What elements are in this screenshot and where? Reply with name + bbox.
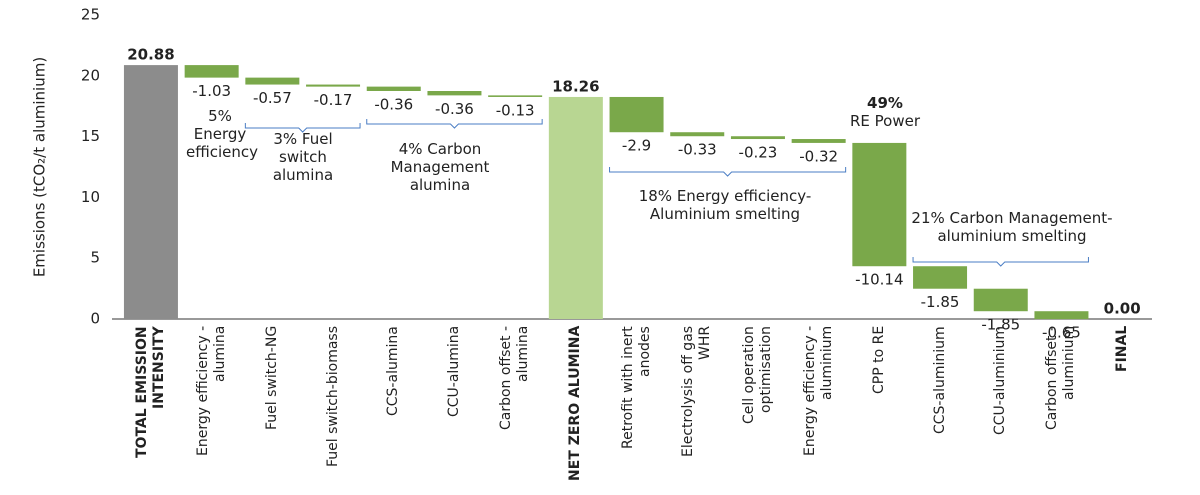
x-tick-label-box: Carbon offset - alumina bbox=[485, 326, 546, 486]
data-label: 0.00 bbox=[1104, 300, 1141, 318]
x-tick-label-box: Fuel switch-NG bbox=[242, 326, 303, 486]
x-tick-label-box: CCS-alumina bbox=[363, 326, 424, 486]
data-label: -0.36 bbox=[435, 100, 474, 118]
x-tick-label: Electrolysis off gas WHR bbox=[680, 326, 714, 458]
data-label: -2.9 bbox=[622, 137, 651, 155]
data-label: -0.33 bbox=[678, 141, 717, 159]
bar bbox=[123, 65, 178, 319]
y-tick-label: 10 bbox=[81, 188, 100, 206]
x-tick-label-box: FINAL bbox=[1092, 326, 1153, 486]
data-label: -1.85 bbox=[981, 316, 1020, 334]
x-tick-label-box: CCS-aluminium bbox=[910, 326, 971, 486]
annotation: 5% Energy efficiency bbox=[186, 107, 259, 161]
x-tick-label-box: CPP to RE bbox=[849, 326, 910, 486]
data-label: -0.13 bbox=[496, 101, 535, 119]
bar bbox=[670, 132, 725, 137]
bar bbox=[973, 288, 1028, 312]
x-tick-label-box: NET ZERO ALUMINA bbox=[546, 326, 607, 486]
bar bbox=[427, 91, 482, 96]
x-tick-label: NET ZERO ALUMINA bbox=[567, 326, 584, 482]
x-tick-label: Energy efficiency - aluminium bbox=[801, 326, 835, 457]
x-tick-label-box: Fuel switch-biomass bbox=[303, 326, 364, 486]
data-label: -1.85 bbox=[921, 293, 960, 311]
bar bbox=[730, 136, 785, 140]
x-tick-label: Retrofit with inert anodes bbox=[619, 326, 653, 449]
bar bbox=[913, 266, 968, 289]
data-label: -0.57 bbox=[253, 89, 292, 107]
bracket bbox=[244, 123, 361, 133]
x-tick-label: Carbon offset - alumina bbox=[498, 326, 532, 430]
y-tick-label: 25 bbox=[81, 6, 100, 24]
annotation: 21% Carbon Management-aluminium smelting bbox=[911, 209, 1113, 245]
data-label: 20.88 bbox=[127, 46, 174, 64]
x-tick-label: Fuel switch-NG bbox=[263, 326, 280, 431]
x-tick-label: TOTAL EMISSION INTENSITY bbox=[133, 326, 167, 458]
y-tick-label: 5 bbox=[90, 249, 100, 267]
data-label: -0.32 bbox=[799, 147, 838, 165]
bar bbox=[184, 65, 239, 78]
x-tick-label: Energy efficiency - alumina bbox=[194, 326, 228, 457]
x-tick-label-box: Retrofit with inert anodes bbox=[606, 326, 667, 486]
bar bbox=[1034, 311, 1089, 320]
bar bbox=[852, 142, 907, 267]
bar bbox=[609, 96, 664, 133]
x-tick-label-box: Energy efficiency - alumina bbox=[181, 326, 242, 486]
x-tick-label-box: TOTAL EMISSION INTENSITY bbox=[121, 326, 182, 486]
data-label: -0.17 bbox=[314, 91, 353, 109]
bar bbox=[366, 86, 421, 91]
y-tick-label: 15 bbox=[81, 127, 100, 145]
x-tick-label: Fuel switch-biomass bbox=[324, 326, 341, 468]
data-label: -10.14 bbox=[855, 271, 903, 289]
x-tick-label: CCS-alumina bbox=[385, 326, 402, 416]
data-label: -1.03 bbox=[192, 82, 231, 100]
x-tick-label-box: Carbon offset - aluminium bbox=[1031, 326, 1092, 486]
data-label: -0.23 bbox=[739, 144, 778, 162]
data-label: -0.36 bbox=[374, 96, 413, 114]
bar bbox=[548, 96, 603, 319]
x-tick-label-box: Electrolysis off gas WHR bbox=[667, 326, 728, 486]
bar bbox=[488, 95, 543, 97]
x-tick-label: Carbon offset - aluminium bbox=[1044, 326, 1078, 430]
bar bbox=[306, 84, 361, 87]
x-tick-label-box: CCU-aluminium bbox=[970, 326, 1031, 486]
y-tick-label: 0 bbox=[90, 310, 100, 328]
x-tick-label: FINAL bbox=[1113, 326, 1130, 373]
x-tick-label: CCS-aluminium bbox=[931, 326, 948, 434]
annotation: 18% Energy efficiency-Aluminium smelting bbox=[638, 187, 812, 223]
annotation: 4% Carbon Management alumina bbox=[390, 140, 490, 194]
bar bbox=[791, 139, 846, 143]
x-tick-label-box: CCU-alumina bbox=[424, 326, 485, 486]
y-axis-title: Emissions (tCO₂/t aluminium) bbox=[31, 57, 49, 277]
x-tick-label: CCU-aluminium bbox=[992, 326, 1009, 435]
annotation: RE Power bbox=[849, 112, 921, 130]
x-tick-label: CCU-alumina bbox=[445, 326, 462, 418]
bracket bbox=[609, 167, 847, 177]
x-tick-label-box: Cell operation optimisation bbox=[728, 326, 789, 486]
bar bbox=[245, 77, 300, 85]
data-label: -0.65 bbox=[1042, 324, 1081, 342]
y-tick-label: 20 bbox=[81, 66, 100, 84]
x-tick-label: CPP to RE bbox=[870, 326, 887, 395]
annotation: 49% bbox=[867, 94, 903, 112]
annotation: 3% Fuel switch alumina bbox=[272, 130, 334, 184]
x-tick-label-box: Energy efficiency - aluminium bbox=[788, 326, 849, 486]
data-label: 18.26 bbox=[552, 77, 599, 95]
bracket bbox=[912, 257, 1089, 267]
bracket bbox=[366, 119, 543, 129]
x-tick-label: Cell operation optimisation bbox=[740, 326, 774, 424]
